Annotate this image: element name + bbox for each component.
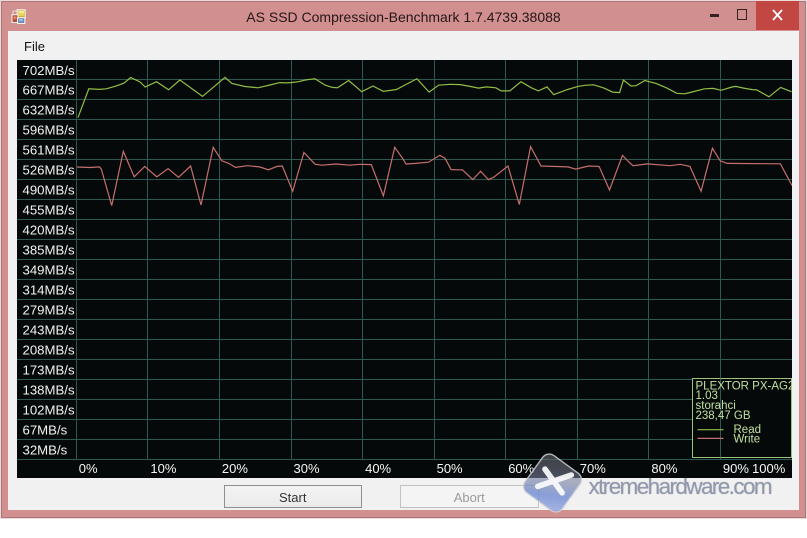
svg-text:Write: Write: [734, 434, 761, 446]
svg-text:0%: 0%: [79, 461, 98, 476]
svg-text:1.03: 1.03: [696, 390, 718, 402]
svg-text:385MB/s: 385MB/s: [23, 243, 75, 258]
svg-text:243MB/s: 243MB/s: [23, 323, 75, 338]
svg-text:storahci: storahci: [696, 400, 736, 412]
svg-text:490MB/s: 490MB/s: [23, 183, 75, 198]
svg-text:238,47 GB: 238,47 GB: [696, 410, 751, 422]
svg-text:32MB/s: 32MB/s: [23, 443, 68, 458]
svg-text:702MB/s: 702MB/s: [23, 63, 75, 78]
svg-text:80%: 80%: [651, 461, 677, 476]
svg-text:PLEXTOR PX-AG256M6e: PLEXTOR PX-AG256M6e: [696, 381, 793, 393]
svg-text:173MB/s: 173MB/s: [23, 363, 75, 378]
svg-text:50%: 50%: [437, 461, 463, 476]
svg-text:20%: 20%: [222, 461, 248, 476]
svg-text:596MB/s: 596MB/s: [23, 123, 75, 138]
svg-text:40%: 40%: [365, 461, 391, 476]
svg-text:349MB/s: 349MB/s: [23, 263, 75, 278]
svg-text:314MB/s: 314MB/s: [23, 283, 75, 298]
svg-text:632MB/s: 632MB/s: [23, 103, 75, 118]
svg-text:455MB/s: 455MB/s: [23, 203, 75, 218]
svg-text:561MB/s: 561MB/s: [23, 143, 75, 158]
svg-text:90%: 90%: [723, 461, 749, 476]
svg-text:208MB/s: 208MB/s: [23, 343, 75, 358]
svg-text:10%: 10%: [150, 461, 176, 476]
svg-text:60%: 60%: [508, 461, 534, 476]
svg-text:70%: 70%: [580, 461, 606, 476]
svg-text:30%: 30%: [294, 461, 320, 476]
svg-text:279MB/s: 279MB/s: [23, 303, 75, 318]
svg-text:Read: Read: [734, 424, 762, 436]
svg-text:67MB/s: 67MB/s: [23, 423, 68, 438]
svg-text:100%: 100%: [752, 461, 786, 476]
svg-text:667MB/s: 667MB/s: [23, 83, 75, 98]
svg-text:526MB/s: 526MB/s: [23, 163, 75, 178]
svg-text:420MB/s: 420MB/s: [23, 223, 75, 238]
svg-text:102MB/s: 102MB/s: [23, 403, 75, 418]
svg-text:138MB/s: 138MB/s: [23, 383, 75, 398]
